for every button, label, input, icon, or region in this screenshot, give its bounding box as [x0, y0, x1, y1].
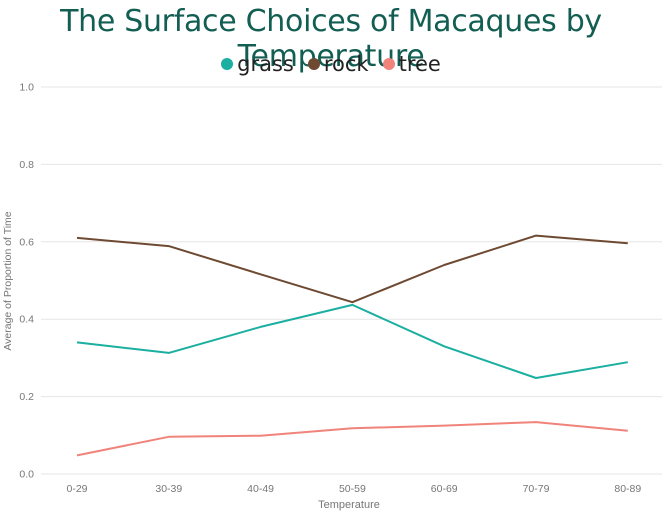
legend-label-grass: grass	[237, 52, 294, 76]
legend-item-rock[interactable]: rock	[307, 52, 369, 76]
series-line-tree[interactable]	[76, 421, 628, 457]
y-axis: 0.0 0.2 0.4 0.6 0.8 1.0	[19, 82, 34, 481]
x-tick-label: 80-89	[614, 483, 641, 495]
y-axis-title: Average of Proportion of Time	[2, 211, 14, 350]
legend-item-grass[interactable]: grass	[221, 52, 294, 76]
chart-title: The Surface Choices of Macaques by Tempe…	[60, 4, 602, 74]
x-tick-label: 70-79	[523, 483, 550, 495]
y-tick-label: 0.8	[19, 159, 34, 171]
y-tick-label: 0.0	[19, 469, 34, 481]
series-lines	[76, 234, 628, 457]
x-axis-title: Temperature	[318, 499, 380, 511]
series-line-rock[interactable]	[76, 234, 628, 304]
legend-label-rock: rock	[323, 52, 369, 76]
x-tick-label: 0-29	[66, 483, 87, 495]
x-tick-label: 30-39	[155, 483, 182, 495]
legend-item-tree[interactable]: tree	[382, 52, 441, 76]
x-axis: 0-29 30-39 40-49 50-59 60-69 70-79 80-89	[66, 483, 641, 495]
y-tick-label: 0.4	[19, 314, 34, 326]
x-tick-label: 60-69	[431, 483, 458, 495]
legend-dot-grass	[221, 58, 234, 70]
gridlines	[41, 86, 662, 475]
legend-label-tree: tree	[398, 52, 441, 76]
legend: grass rock tree	[0, 52, 662, 76]
x-tick-label: 40-49	[247, 483, 274, 495]
y-tick-label: 0.2	[19, 391, 34, 403]
y-tick-label: 0.6	[19, 236, 34, 248]
x-tick-label: 50-59	[339, 483, 366, 495]
legend-dot-rock	[307, 58, 320, 70]
legend-dot-tree	[382, 58, 395, 70]
y-tick-label: 1.0	[19, 82, 34, 94]
series-line-grass[interactable]	[76, 303, 628, 379]
